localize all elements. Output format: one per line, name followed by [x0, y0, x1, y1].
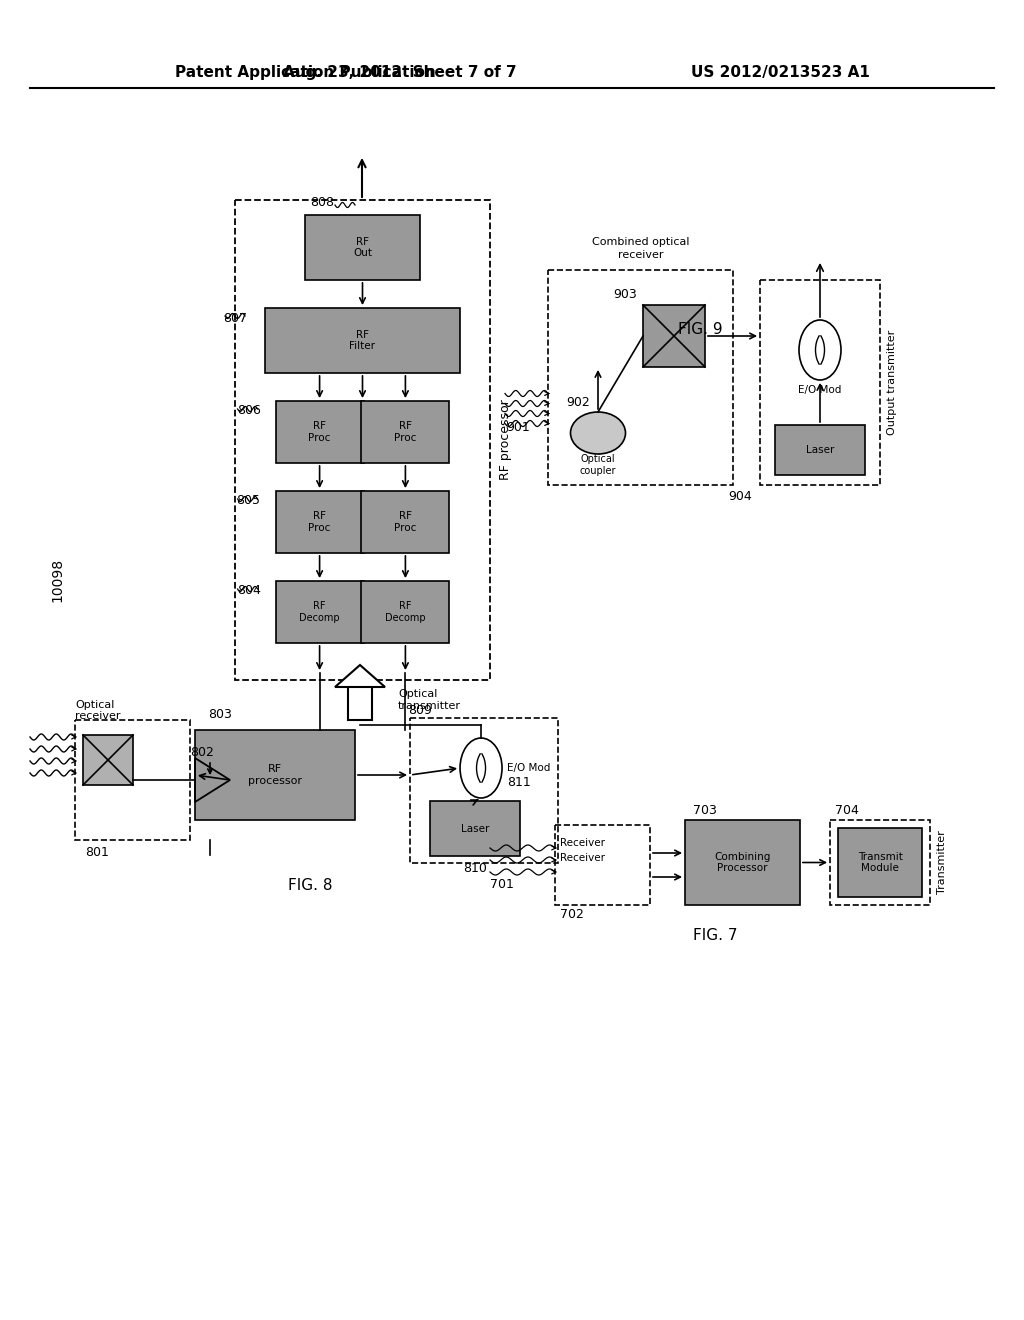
Text: 903: 903 [613, 289, 637, 301]
Ellipse shape [570, 412, 626, 454]
Text: RF
Proc: RF Proc [308, 511, 331, 533]
Text: Transmit
Module: Transmit Module [857, 851, 902, 874]
Text: RF
Decomp: RF Decomp [385, 601, 426, 623]
Bar [775, 425, 865, 475]
Text: 803: 803 [208, 709, 232, 722]
Text: Combining
Processor: Combining Processor [715, 851, 771, 874]
Bar [830, 820, 930, 906]
Text: 804: 804 [237, 585, 260, 598]
Text: 809: 809 [408, 705, 432, 718]
Text: Optical
coupler: Optical coupler [580, 454, 616, 475]
Text: 801: 801 [85, 846, 109, 858]
Text: RF
Proc: RF Proc [394, 511, 417, 533]
Text: Laser: Laser [806, 445, 835, 455]
Text: Receiver: Receiver [560, 838, 605, 847]
Text: 806: 806 [237, 404, 260, 417]
Bar [555, 825, 650, 906]
Bar [348, 685, 372, 719]
Text: RF processor: RF processor [499, 400, 512, 480]
Text: 702: 702 [560, 908, 584, 921]
Text: Laser: Laser [461, 824, 489, 833]
Bar [430, 801, 520, 855]
Bar [305, 215, 420, 280]
Text: RF
Decomp: RF Decomp [299, 601, 340, 623]
Text: 808: 808 [310, 197, 334, 210]
Bar [410, 718, 558, 863]
Text: 901: 901 [506, 421, 529, 434]
Text: E/O Mod: E/O Mod [799, 385, 842, 395]
Text: E/O Mod: E/O Mod [507, 763, 551, 774]
Bar [275, 581, 364, 643]
Text: RF
Filter: RF Filter [349, 330, 376, 351]
Text: 701: 701 [490, 879, 514, 891]
Text: Output transmitter: Output transmitter [887, 330, 897, 436]
Text: Receiver: Receiver [560, 853, 605, 863]
Text: FIG. 8: FIG. 8 [288, 878, 332, 892]
Bar [275, 401, 364, 463]
Text: Patent Application Publication: Patent Application Publication [175, 65, 436, 79]
Text: 703: 703 [693, 804, 717, 817]
Text: 902: 902 [566, 396, 590, 409]
Text: Transmitter: Transmitter [937, 830, 947, 895]
Text: 811: 811 [507, 776, 530, 789]
Bar [83, 735, 133, 785]
Text: FIG. 9: FIG. 9 [678, 322, 722, 338]
Bar [275, 491, 364, 553]
Bar [234, 201, 490, 680]
Text: 904: 904 [728, 491, 752, 503]
Bar [75, 719, 190, 840]
Text: receiver: receiver [617, 249, 664, 260]
Text: receiver: receiver [75, 711, 121, 721]
Text: FIG. 7: FIG. 7 [693, 928, 737, 942]
Bar [195, 730, 355, 820]
Bar [361, 491, 450, 553]
Text: 805: 805 [237, 495, 260, 507]
Bar [685, 820, 800, 906]
Bar [361, 581, 450, 643]
Bar [760, 280, 880, 484]
Text: 807: 807 [223, 312, 247, 325]
Text: Optical: Optical [75, 700, 115, 710]
Text: RF
Out: RF Out [353, 236, 372, 259]
Bar [643, 305, 705, 367]
Text: 810: 810 [463, 862, 487, 874]
Bar [548, 271, 733, 484]
Bar [361, 401, 450, 463]
Text: 704: 704 [835, 804, 859, 817]
Text: Combined optical: Combined optical [592, 238, 689, 247]
Text: 10098: 10098 [50, 558, 63, 602]
Text: RF
Proc: RF Proc [308, 421, 331, 442]
Text: 802: 802 [190, 746, 214, 759]
Text: US 2012/0213523 A1: US 2012/0213523 A1 [691, 65, 870, 79]
Text: Optical
transmitter: Optical transmitter [398, 689, 461, 710]
Text: RF
Proc: RF Proc [394, 421, 417, 442]
Text: RF
processor: RF processor [248, 764, 302, 785]
Text: Aug. 23, 2012  Sheet 7 of 7: Aug. 23, 2012 Sheet 7 of 7 [284, 65, 517, 79]
Polygon shape [335, 665, 385, 686]
Bar [838, 828, 922, 898]
Bar [265, 308, 460, 374]
